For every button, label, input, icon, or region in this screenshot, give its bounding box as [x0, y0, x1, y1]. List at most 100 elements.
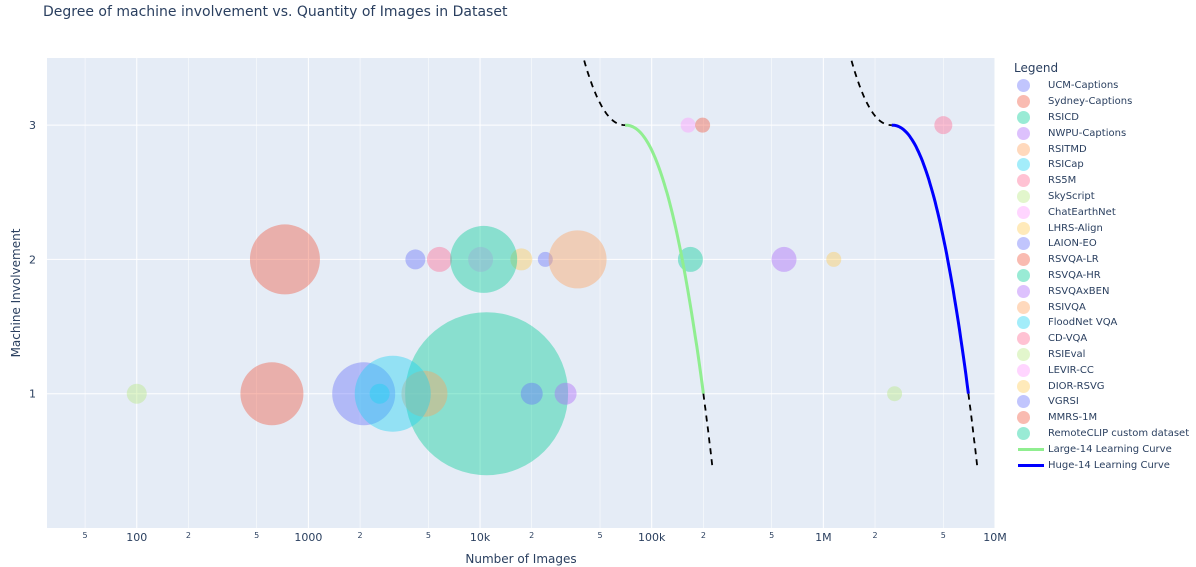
x-minor-tick-label: 2: [529, 531, 534, 540]
legend-label: UCM-Captions: [1048, 80, 1119, 92]
legend-label: RemoteCLIP custom dataset: [1048, 427, 1190, 439]
x-minor-tick-label: 2: [186, 531, 191, 540]
legend-item[interactable]: LEVIR-CC: [1014, 362, 1196, 378]
legend-item[interactable]: RSVQA-HR: [1014, 268, 1196, 284]
legend-item[interactable]: RemoteCLIP custom dataset: [1014, 426, 1196, 442]
legend-swatch: [1014, 331, 1044, 346]
legend-label: RSICap: [1048, 159, 1084, 171]
legend-item[interactable]: CD-VQA: [1014, 331, 1196, 347]
legend: Legend UCM-Captions Sydney-Captions RSICD N…: [1014, 61, 1196, 473]
legend-dot-marker: [1017, 110, 1030, 124]
bubble-rsvqa-lr: [695, 117, 711, 133]
bubble-cd-vqa: [426, 246, 452, 272]
legend-label: LAION-EO: [1048, 238, 1097, 250]
legend-item[interactable]: LAION-EO: [1014, 236, 1196, 252]
legend-item[interactable]: RSIEval: [1014, 347, 1196, 363]
legend-item[interactable]: RSITMD: [1014, 141, 1196, 157]
legend-item[interactable]: RSICD: [1014, 110, 1196, 126]
x-tick-label: 10k: [470, 531, 491, 544]
legend-item[interactable]: ChatEarthNet: [1014, 204, 1196, 220]
x-minor-tick-label: 2: [872, 531, 877, 540]
legend-item[interactable]: Sydney-Captions: [1014, 94, 1196, 110]
legend-line-marker: [1018, 463, 1044, 467]
bubble-levir-cc: [468, 246, 494, 272]
legend-item[interactable]: FloodNet VQA: [1014, 315, 1196, 331]
y-tick-labels: 1 2 3: [29, 119, 36, 401]
legend-swatch: [1014, 363, 1044, 378]
x-tick-label: 1000: [294, 531, 322, 544]
legend-swatch: [1014, 94, 1044, 109]
bubble-rsicd: [405, 312, 569, 476]
legend-swatch: [1014, 347, 1044, 362]
x-tick-label: 1M: [815, 531, 832, 544]
x-minor-tick-label: 5: [941, 531, 946, 540]
legend-item[interactable]: DIOR-RSVG: [1014, 378, 1196, 394]
legend-item[interactable]: Huge-14 Learning Curve: [1014, 457, 1196, 473]
legend-label: ChatEarthNet: [1048, 206, 1116, 218]
legend-item[interactable]: RSIVQA: [1014, 299, 1196, 315]
bubble-rsieval: [126, 383, 147, 404]
legend-dot-marker: [1017, 379, 1030, 393]
legend-dot-marker: [1017, 221, 1030, 235]
legend-swatch: [1014, 110, 1044, 125]
legend-label: RSITMD: [1048, 143, 1087, 155]
legend-dot-marker: [1017, 95, 1030, 109]
legend-dot-marker: [1017, 189, 1030, 203]
bubble-rsvqaxben: [771, 246, 797, 272]
legend-item[interactable]: RSVQAxBEN: [1014, 283, 1196, 299]
legend-swatch: [1014, 236, 1044, 251]
legend-dot-marker: [1017, 142, 1030, 156]
legend-label: SkyScript: [1048, 190, 1095, 202]
legend-label: LEVIR-CC: [1048, 364, 1094, 376]
x-axis-title: Number of Images: [465, 552, 576, 566]
legend-item[interactable]: RSVQA-LR: [1014, 252, 1196, 268]
legend-item[interactable]: VGRSI: [1014, 394, 1196, 410]
legend-swatch: [1014, 78, 1044, 93]
legend-swatch: [1014, 458, 1044, 473]
bubble-rsicap: [354, 355, 431, 432]
legend-item[interactable]: RSICap: [1014, 157, 1196, 173]
legend-item[interactable]: Large-14 Learning Curve: [1014, 441, 1196, 457]
legend-item[interactable]: SkyScript: [1014, 189, 1196, 205]
legend-dot-marker: [1017, 268, 1030, 282]
legend-dot-marker: [1017, 347, 1030, 361]
curve-extension-lower: [967, 393, 979, 470]
y-tick-label: 3: [29, 119, 36, 132]
legend-label: RSVQAxBEN: [1048, 285, 1110, 297]
legend-label: DIOR-RSVG: [1048, 380, 1105, 392]
legend-swatch: [1014, 426, 1044, 441]
bubbles-layer: [126, 116, 953, 476]
legend-label: LHRS-Align: [1048, 222, 1103, 234]
legend-label: RSIEval: [1048, 348, 1086, 360]
x-minor-tick-label: 2: [358, 531, 363, 540]
legend-item[interactable]: RS5M: [1014, 173, 1196, 189]
x-tick-label: 100: [126, 531, 147, 544]
x-tick-label: 10M: [983, 531, 1007, 544]
bubble-remoteclip-custom-dataset: [450, 225, 518, 293]
legend-item[interactable]: NWPU-Captions: [1014, 125, 1196, 141]
chart-title: Degree of machine involvement vs. Quanti…: [43, 4, 508, 20]
legend-dot-marker: [1017, 426, 1030, 440]
bubble-ucm-captions: [332, 362, 396, 426]
y-tick-label: 2: [29, 253, 36, 266]
x-minor-tick-label: 5: [597, 531, 602, 540]
legend-swatch: [1014, 157, 1044, 172]
legend-line-marker: [1018, 447, 1044, 451]
legend-dot-marker: [1017, 363, 1030, 377]
legend-item[interactable]: MMRS-1M: [1014, 410, 1196, 426]
legend-item[interactable]: LHRS-Align: [1014, 220, 1196, 236]
legend-label: RSIVQA: [1048, 301, 1086, 313]
legend-swatch: [1014, 268, 1044, 283]
legend-swatch: [1014, 442, 1044, 457]
legend-item[interactable]: UCM-Captions: [1014, 78, 1196, 94]
legend-label: Sydney-Captions: [1048, 96, 1133, 108]
curve-huge-14-learning-curve: [891, 123, 970, 394]
legend-swatch: [1014, 252, 1044, 267]
bubble-dior-rsvg: [510, 248, 533, 271]
legend-label: RSVQA-LR: [1048, 254, 1099, 266]
legend-swatch: [1014, 410, 1044, 425]
legend-dot-marker: [1017, 237, 1030, 251]
legend-dot-marker: [1017, 253, 1030, 267]
x-minor-tick-label: 5: [254, 531, 259, 540]
bubble-skyscript: [887, 386, 903, 402]
